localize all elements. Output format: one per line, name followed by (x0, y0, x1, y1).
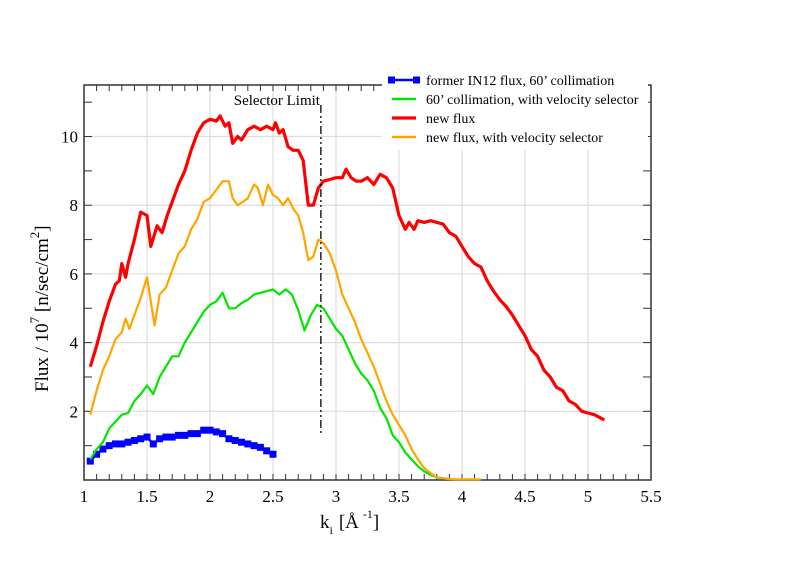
series-group (86, 114, 606, 481)
x-tick-label: 1.5 (136, 487, 157, 506)
series-3 (89, 180, 481, 481)
data-point (193, 430, 201, 438)
series-line (89, 180, 481, 481)
x-tick-label: 5.5 (640, 487, 661, 506)
data-point (181, 431, 189, 439)
legend-item: 60’ collimation, with velocity selector (392, 93, 639, 108)
y-tick-label: 8 (70, 196, 79, 215)
data-point (99, 445, 107, 453)
ticks: 1 1.5 2 2.5 3 3.5 4 4.5 5 5.5 2 4 6 8 10 (61, 85, 662, 506)
x-tick-label: 2.5 (262, 487, 283, 506)
data-point (124, 438, 132, 446)
x-tick-label: 4 (458, 487, 467, 506)
legend-item: new flux (392, 112, 475, 127)
data-point (118, 440, 126, 448)
legend-label: former IN12 flux, 60’ collimation (426, 74, 614, 89)
data-point (238, 438, 245, 446)
data-point (175, 431, 182, 439)
series-2 (88, 114, 606, 422)
x-axis-title: ki [Å -1] (320, 507, 379, 537)
series-0 (86, 426, 277, 465)
data-point (156, 435, 164, 443)
legend-item: new flux, with velocity selector (392, 131, 603, 146)
legend-label: new flux, with velocity selector (426, 131, 603, 146)
legend-marker (388, 76, 395, 84)
x-tick-label: 5 (584, 487, 593, 506)
x-tick-label: 2 (206, 487, 215, 506)
y-tick-label: 2 (70, 402, 79, 421)
data-point (149, 440, 157, 448)
x-tick-label: 1 (80, 487, 89, 506)
data-point (219, 430, 227, 438)
legend-label: new flux (426, 112, 475, 127)
legend-box (382, 70, 648, 150)
x-tick-label: 3 (332, 487, 341, 506)
y-tick-label: 6 (70, 265, 79, 284)
y-tick-label: 4 (70, 334, 79, 353)
data-point (212, 428, 220, 436)
data-point (225, 435, 233, 443)
legend-label: 60’ collimation, with velocity selector (426, 93, 639, 108)
data-point (130, 437, 138, 444)
data-point (86, 457, 94, 465)
data-point (244, 440, 252, 448)
x-tick-label: 3.5 (388, 487, 409, 506)
selector-limit-annotation: Selector Limit (234, 93, 322, 436)
data-point (263, 447, 271, 455)
data-point (256, 443, 264, 451)
data-point (112, 440, 119, 448)
data-point (168, 433, 176, 441)
legend: former IN12 flux, 60’ collimation 60’ col… (382, 70, 648, 150)
series-line (88, 114, 606, 422)
y-tick-label: 10 (61, 128, 78, 147)
data-point (206, 426, 214, 434)
data-point (137, 435, 145, 443)
series-1 (89, 288, 450, 481)
data-point (162, 433, 170, 441)
data-point (143, 433, 151, 441)
legend-marker (413, 76, 420, 84)
data-point (231, 437, 239, 444)
selector-limit-label: Selector Limit (234, 93, 321, 109)
data-point (187, 430, 195, 438)
data-point (105, 442, 113, 450)
data-point (200, 426, 208, 434)
data-point (269, 450, 277, 458)
plot-frame (83, 84, 652, 481)
series-line (89, 288, 450, 481)
data-point (250, 442, 258, 450)
data-point (93, 450, 101, 458)
x-tick-label: 4.5 (514, 487, 535, 506)
y-axis-title: Flux / 107 [n/sec/cm2] (27, 225, 53, 392)
legend-item: former IN12 flux, 60’ collimation (388, 74, 614, 89)
